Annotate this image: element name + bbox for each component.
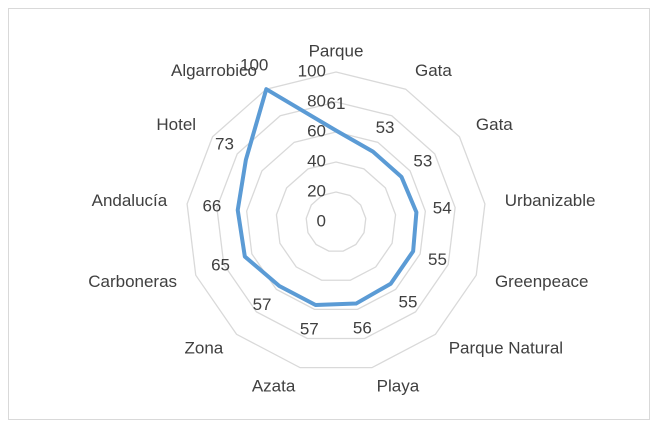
r-tick-label: 60 — [307, 121, 326, 140]
category-label: Azata — [252, 377, 296, 396]
category-label: Andalucía — [92, 191, 168, 210]
category-label: Parque Natural — [449, 339, 563, 358]
data-label: 57 — [253, 295, 272, 314]
grid-line — [245, 131, 427, 311]
data-label: 73 — [215, 135, 234, 154]
data-label: 54 — [433, 199, 452, 218]
data-label: 65 — [211, 255, 230, 274]
grid-line — [275, 161, 397, 281]
series-line — [235, 87, 419, 308]
chart-border — [8, 8, 650, 420]
data-label: 53 — [376, 118, 395, 137]
data-label: 100 — [240, 56, 268, 75]
category-label: Zona — [185, 339, 224, 358]
category-label: Hotel — [156, 115, 196, 134]
category-label: Urbanizable — [505, 191, 596, 210]
data-label: 66 — [202, 196, 221, 215]
category-label: Carboneras — [88, 272, 177, 291]
grid-line — [216, 101, 456, 340]
category-label: Playa — [377, 377, 420, 396]
data-label: 53 — [413, 152, 432, 171]
r-tick-label: 20 — [307, 181, 326, 200]
r-tick-label: 80 — [307, 91, 326, 110]
data-label: 55 — [398, 293, 417, 312]
data-label: 56 — [353, 318, 372, 337]
r-tick-label: 0 — [317, 211, 326, 230]
category-label: Gata — [476, 115, 513, 134]
data-label: 57 — [300, 320, 319, 339]
data-label: 55 — [428, 250, 447, 269]
category-label: Gata — [415, 61, 452, 80]
r-tick-label: 100 — [298, 61, 326, 80]
category-label: Algarrobico — [171, 61, 257, 80]
category-label: Greenpeace — [495, 272, 589, 291]
category-label: Parque — [309, 41, 364, 60]
grid-line — [186, 71, 486, 369]
r-tick-label: 40 — [307, 151, 326, 170]
data-label: 61 — [327, 94, 346, 113]
grid-line — [305, 191, 367, 252]
